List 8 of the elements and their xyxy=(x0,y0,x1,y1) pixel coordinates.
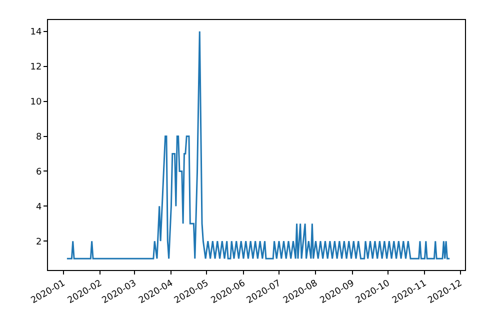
y-tick-label: 4 xyxy=(36,202,42,212)
y-tick-label: 2 xyxy=(36,237,42,248)
line-series xyxy=(66,30,450,260)
y-tick-label: 12 xyxy=(30,62,42,72)
y-tick-label: 10 xyxy=(30,97,42,108)
y-tick-label: 14 xyxy=(30,28,42,38)
y-tick-label: 8 xyxy=(36,132,42,142)
y-tick-label: 6 xyxy=(36,167,42,178)
